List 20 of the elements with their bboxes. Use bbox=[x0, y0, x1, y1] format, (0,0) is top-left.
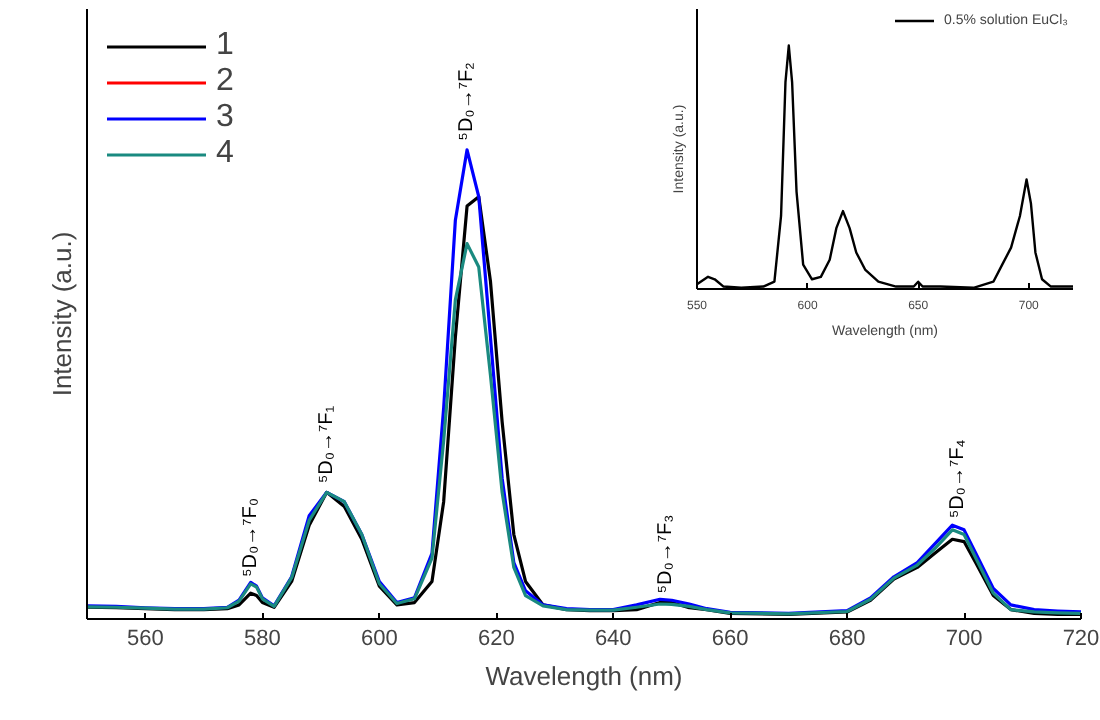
annotation: ⁵D₀→⁷F₂ bbox=[456, 61, 479, 141]
legend-label: 4 bbox=[216, 136, 236, 172]
legend-label: 1 bbox=[216, 28, 236, 64]
x-tick-label: 560 bbox=[127, 627, 164, 651]
annotation: ⁵D₀→⁷F₄ bbox=[947, 439, 970, 519]
x-tick-label: 640 bbox=[594, 627, 632, 651]
annotation: ⁵D₀→⁷F₁ bbox=[315, 404, 338, 483]
y-axis-title: Intensity (a.u.) bbox=[47, 231, 77, 397]
x-tick-label: 600 bbox=[361, 627, 398, 651]
x-tick-label: 720 bbox=[1062, 627, 1100, 651]
x-tick-label: 700 bbox=[945, 627, 983, 651]
x-tick-label: 660 bbox=[711, 627, 749, 651]
legend-label: 2 bbox=[216, 64, 236, 100]
annotation: ⁵D₀→⁷F₀ bbox=[239, 497, 262, 577]
x-tick-label: 620 bbox=[477, 627, 515, 651]
annotation: ⁵D₀→⁷F₃ bbox=[654, 514, 677, 594]
x-tick-label: 580 bbox=[244, 627, 281, 651]
x-tick-label: 680 bbox=[828, 627, 866, 651]
legend-label: 3 bbox=[216, 100, 236, 136]
x-axis-title: Wavelength (nm) bbox=[485, 661, 683, 691]
